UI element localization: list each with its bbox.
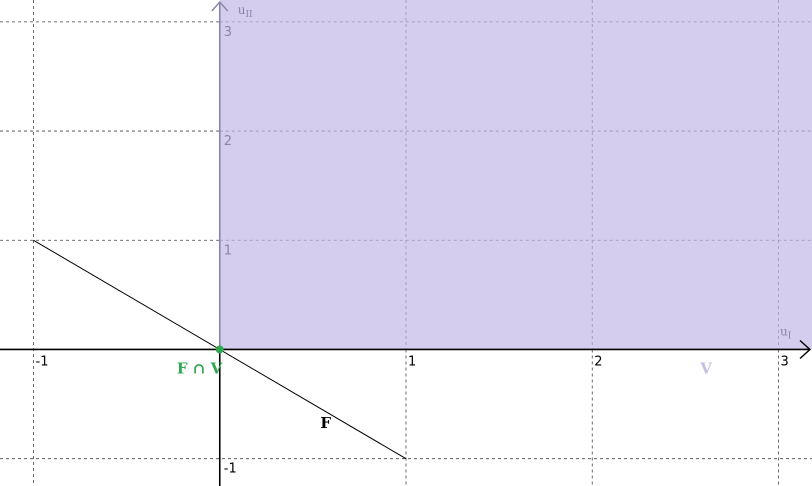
label-f: F <box>320 414 331 432</box>
x-axis-label-sub: I <box>788 331 792 341</box>
label-v: V <box>699 360 712 378</box>
y-tick-label: 2 <box>224 134 232 149</box>
y-tick-label: -1 <box>224 462 237 477</box>
x-tick-label: 1 <box>408 354 416 369</box>
y-tick-label: 3 <box>224 25 232 40</box>
y-axis-label: uII <box>238 3 253 20</box>
y-axis-label-main: u <box>238 3 246 17</box>
intersection-point <box>215 345 224 354</box>
y-axis-arrow <box>211 0 229 12</box>
region-v <box>219 0 812 350</box>
x-axis-label-main: u <box>780 324 788 338</box>
x-axis-arrow <box>799 339 812 360</box>
x-tick-label: 3 <box>780 354 788 369</box>
x-axis-label: uI <box>780 324 792 341</box>
tick-labels: -1 1 2 3 -1 1 2 3 <box>36 25 789 477</box>
y-axis-label-sub: II <box>245 10 253 20</box>
x-tick-label: 2 <box>594 354 602 369</box>
label-f-intersect-v: F ∩ V <box>177 360 223 378</box>
x-tick-label: -1 <box>36 354 49 369</box>
y-tick-label: 1 <box>224 243 232 258</box>
